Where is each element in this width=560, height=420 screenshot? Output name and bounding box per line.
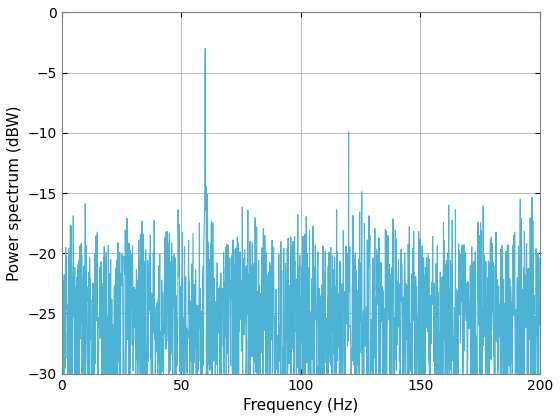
X-axis label: Frequency (Hz): Frequency (Hz) (243, 398, 358, 413)
Y-axis label: Power spectrum (dBW): Power spectrum (dBW) (7, 105, 22, 281)
